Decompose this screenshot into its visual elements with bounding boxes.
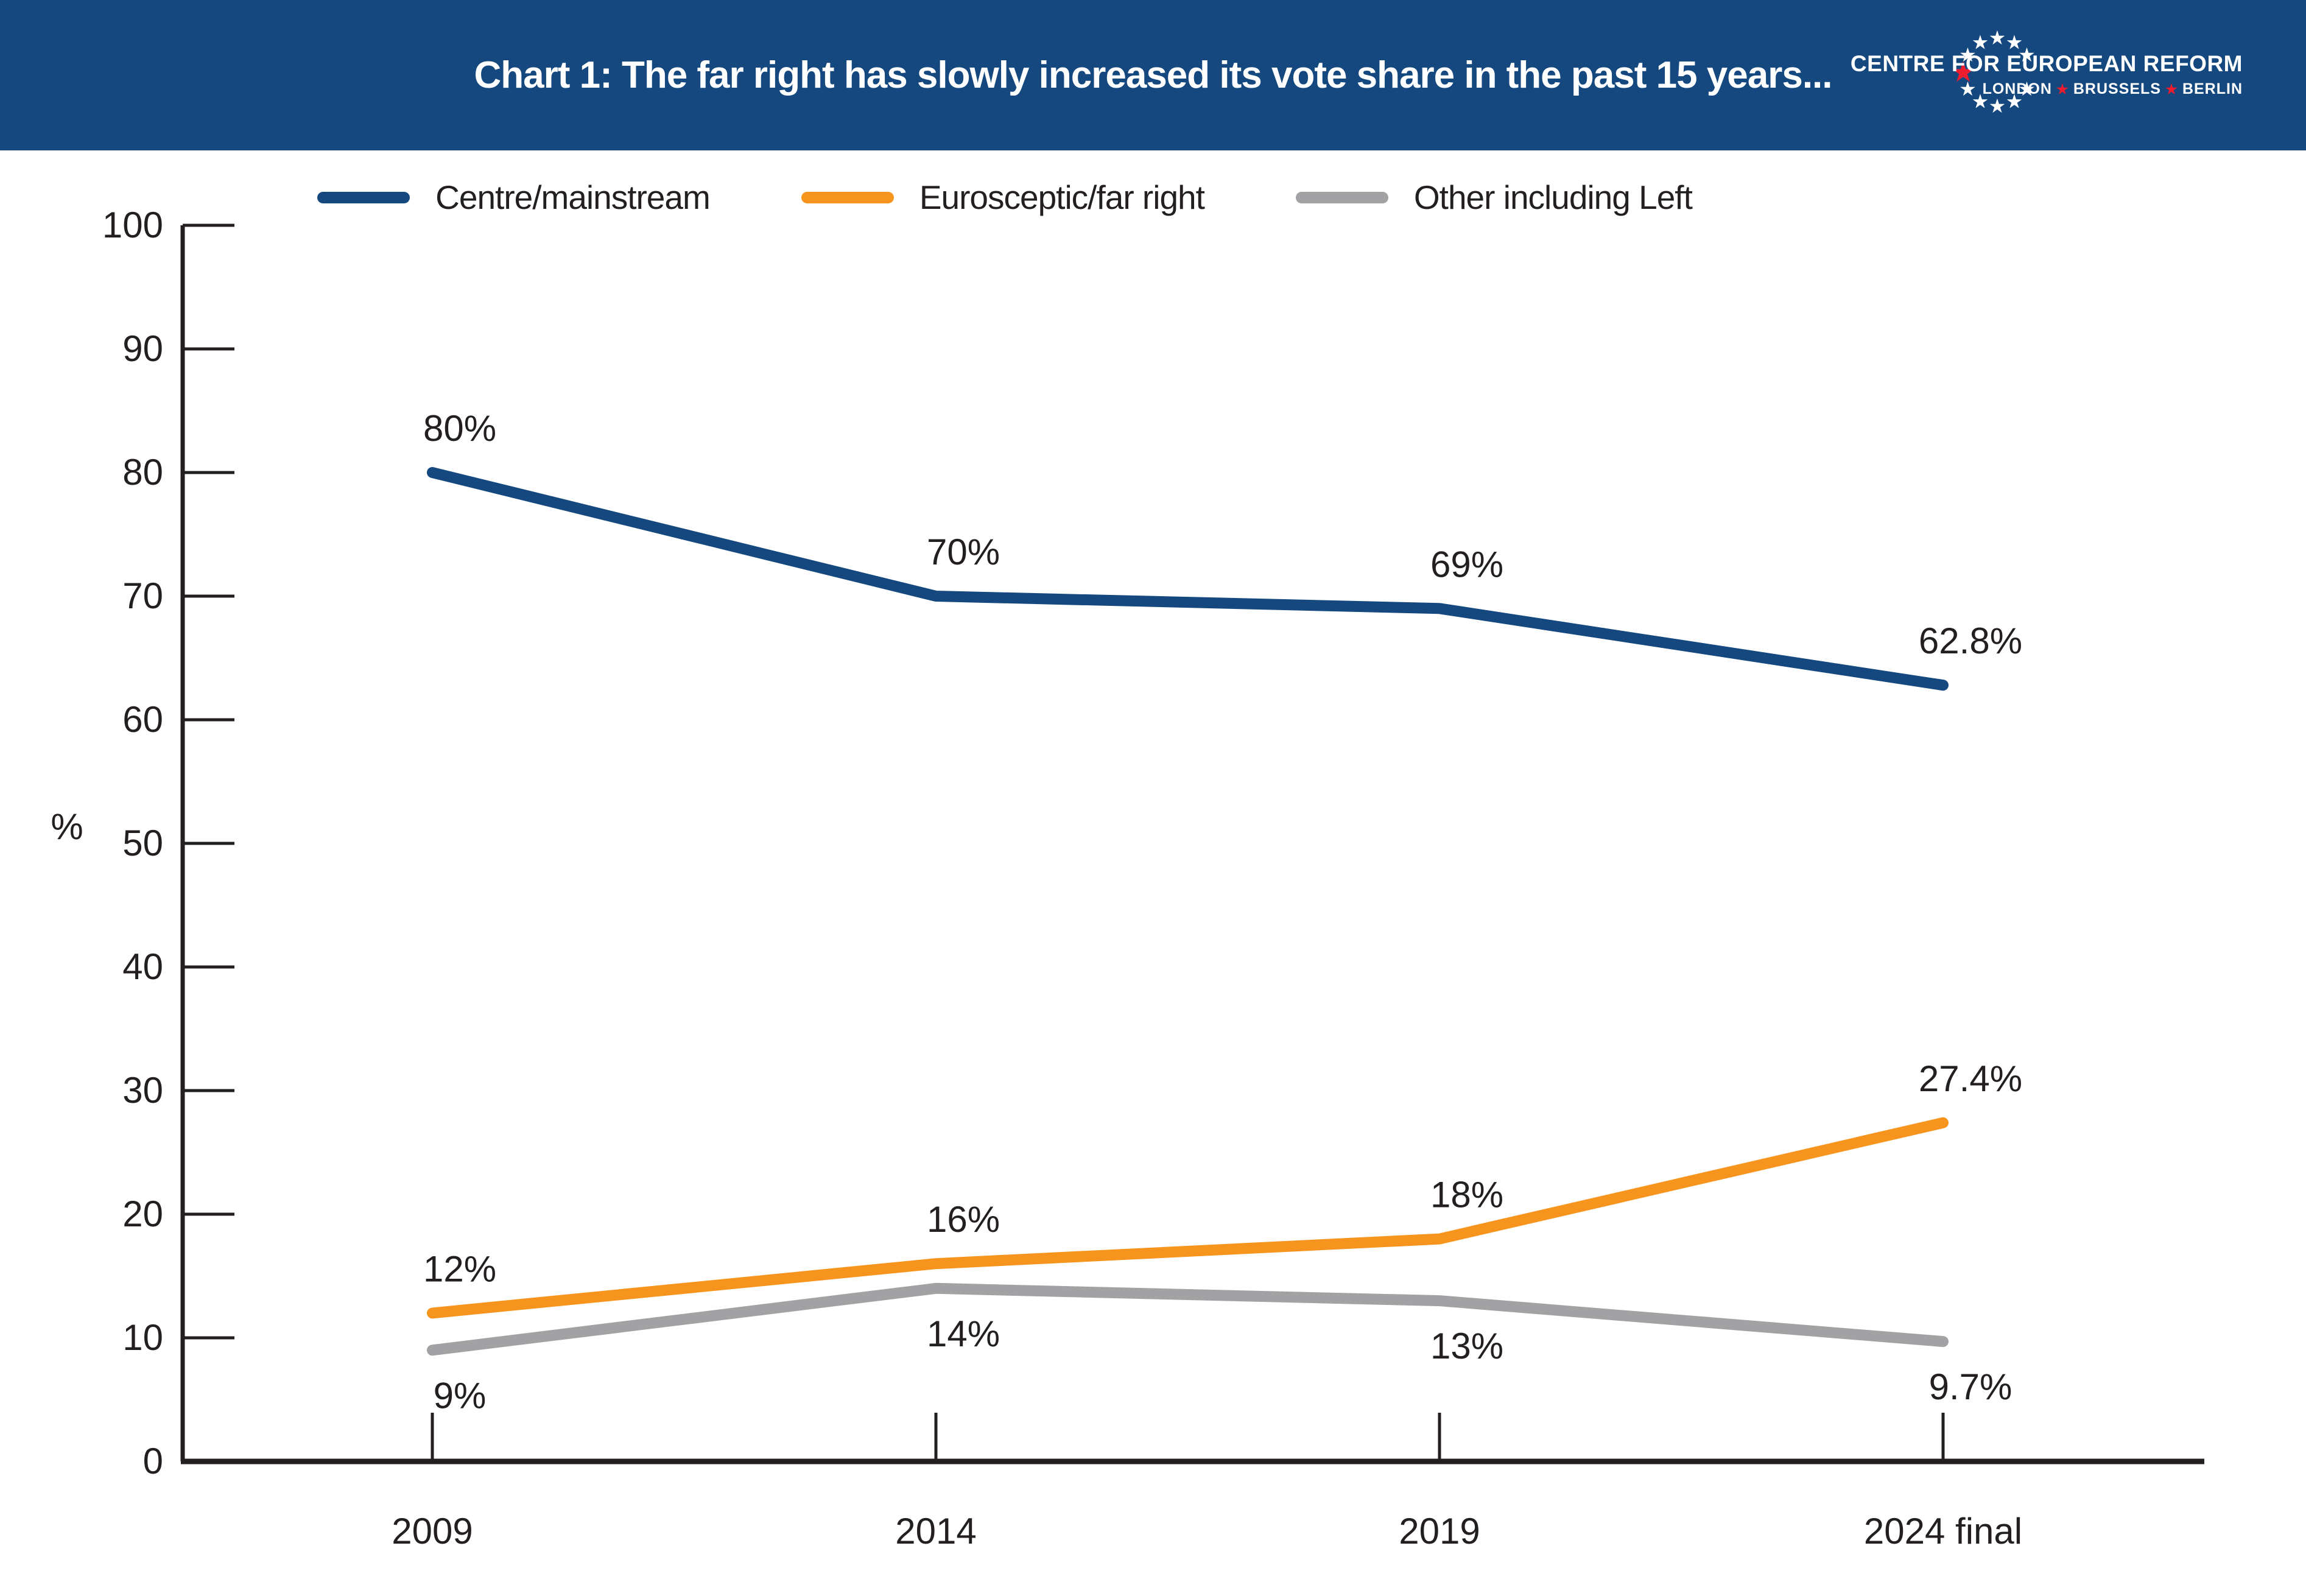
y-axis-labels: 0 10 20 30 40 50 60 70 80 90 100 xyxy=(102,205,163,1482)
logo-city-label: BERLIN xyxy=(2182,80,2243,97)
y-tick-label: 20 xyxy=(122,1193,163,1234)
point-annotations: 80% 70% 69% 62.8% 12% 16% 18% 27.4% 9% 14% 13% 9.7% xyxy=(423,408,2022,1416)
y-tick-label: 70 xyxy=(122,575,163,616)
star-icon: ★ xyxy=(1959,78,1977,100)
legend-swatch-icon xyxy=(1295,191,1388,203)
cer-logo: ★ ★ ★ ★ ★ ★ ★ ★ ★ ★ ★ CENTRE FOR EUROPEAN REFORM L… xyxy=(1851,17,2250,136)
data-label-eurosceptic-far-right: 27.4% xyxy=(1919,1058,2022,1099)
y-tick-label: 40 xyxy=(122,946,163,987)
eu-stars-icon: ★★★★★★★★ ★ ★★ xyxy=(1950,27,2036,117)
y-tick-label: 10 xyxy=(122,1317,163,1358)
red-star-icon: ★ xyxy=(2160,82,2182,97)
data-label-centre-mainstream: 70% xyxy=(927,532,1000,572)
y-tick-label: 100 xyxy=(102,205,163,245)
data-label-other-including-left: 9% xyxy=(434,1375,487,1416)
red-star-icon: ★ xyxy=(2051,82,2073,97)
y-tick-label: 0 xyxy=(143,1441,163,1482)
series-line-centre-mainstream xyxy=(427,467,1949,691)
legend-swatch-icon xyxy=(801,191,894,203)
data-label-centre-mainstream: 80% xyxy=(423,408,496,449)
legend-swatch-icon xyxy=(317,191,410,203)
data-label-other-including-left: 13% xyxy=(1430,1326,1503,1366)
x-tick-label: 2014 xyxy=(895,1511,976,1552)
x-tick-label: 2024 final xyxy=(1864,1511,2022,1552)
star-icon: ★ xyxy=(2018,78,2036,100)
red-star-icon: ★ xyxy=(1950,56,1975,88)
logo-org-name: CENTRE FOR EUROPEAN REFORM xyxy=(1850,51,2243,76)
legend-item: Centre/mainstream xyxy=(317,178,711,217)
y-tick-label: 60 xyxy=(122,699,163,740)
legend-label: Centre/mainstream xyxy=(435,178,711,216)
y-tick-label: 30 xyxy=(122,1070,163,1111)
logo-city-label: BRUSSELS xyxy=(2073,80,2161,97)
data-label-centre-mainstream: 62.8% xyxy=(1919,620,2022,661)
data-label-centre-mainstream: 69% xyxy=(1430,544,1503,585)
series-lines xyxy=(427,467,1949,1356)
star-icon: ★ xyxy=(1989,27,2006,49)
page-title: Chart 1: The far right has slowly increa… xyxy=(474,54,1832,96)
series-line-other-including-left xyxy=(427,1282,1949,1356)
x-tick-label: 2019 xyxy=(1399,1511,1480,1552)
data-label-eurosceptic-far-right: 18% xyxy=(1430,1175,1503,1215)
y-tick-label: 90 xyxy=(122,328,163,369)
legend-item: Eurosceptic/far right xyxy=(801,178,1205,217)
data-label-eurosceptic-far-right: 16% xyxy=(927,1199,1000,1240)
legend-item: Other including Left xyxy=(1295,178,1693,217)
axes xyxy=(180,223,2204,1464)
logo-cities: LONDON ★ BRUSSELS ★ BERLIN xyxy=(1983,80,2243,98)
star-icon: ★ xyxy=(1959,44,1977,66)
logo-city-label: LONDON xyxy=(1982,80,2052,97)
star-icon: ★ xyxy=(2018,44,2036,66)
chart-legend: Centre/mainstream Eurosceptic/far right Ot… xyxy=(0,178,2009,217)
y-tick-label: 50 xyxy=(122,823,163,863)
x-tick-label: 2009 xyxy=(392,1511,473,1552)
x-axis-labels: 2009 2014 2019 2024 final xyxy=(392,1511,2022,1552)
series-line-eurosceptic-far-right xyxy=(427,1117,1949,1319)
data-label-other-including-left: 9.7% xyxy=(1929,1366,2012,1407)
data-label-eurosceptic-far-right: 12% xyxy=(423,1248,496,1289)
legend-label: Other including Left xyxy=(1413,178,1693,216)
y-tick-label: 80 xyxy=(122,452,163,493)
legend-label: Eurosceptic/far right xyxy=(919,178,1205,216)
header-bar: Chart 1: The far right has slowly increa… xyxy=(0,0,2306,150)
star-icon: ★ xyxy=(2006,32,2023,54)
star-icon: ★ xyxy=(1989,95,2006,117)
y-axis-unit-label: % xyxy=(51,806,83,847)
star-icon: ★ xyxy=(1972,91,1989,113)
star-icon: ★ xyxy=(1972,32,1989,54)
data-label-other-including-left: 14% xyxy=(927,1313,1000,1354)
star-icon: ★ xyxy=(2006,91,2023,113)
